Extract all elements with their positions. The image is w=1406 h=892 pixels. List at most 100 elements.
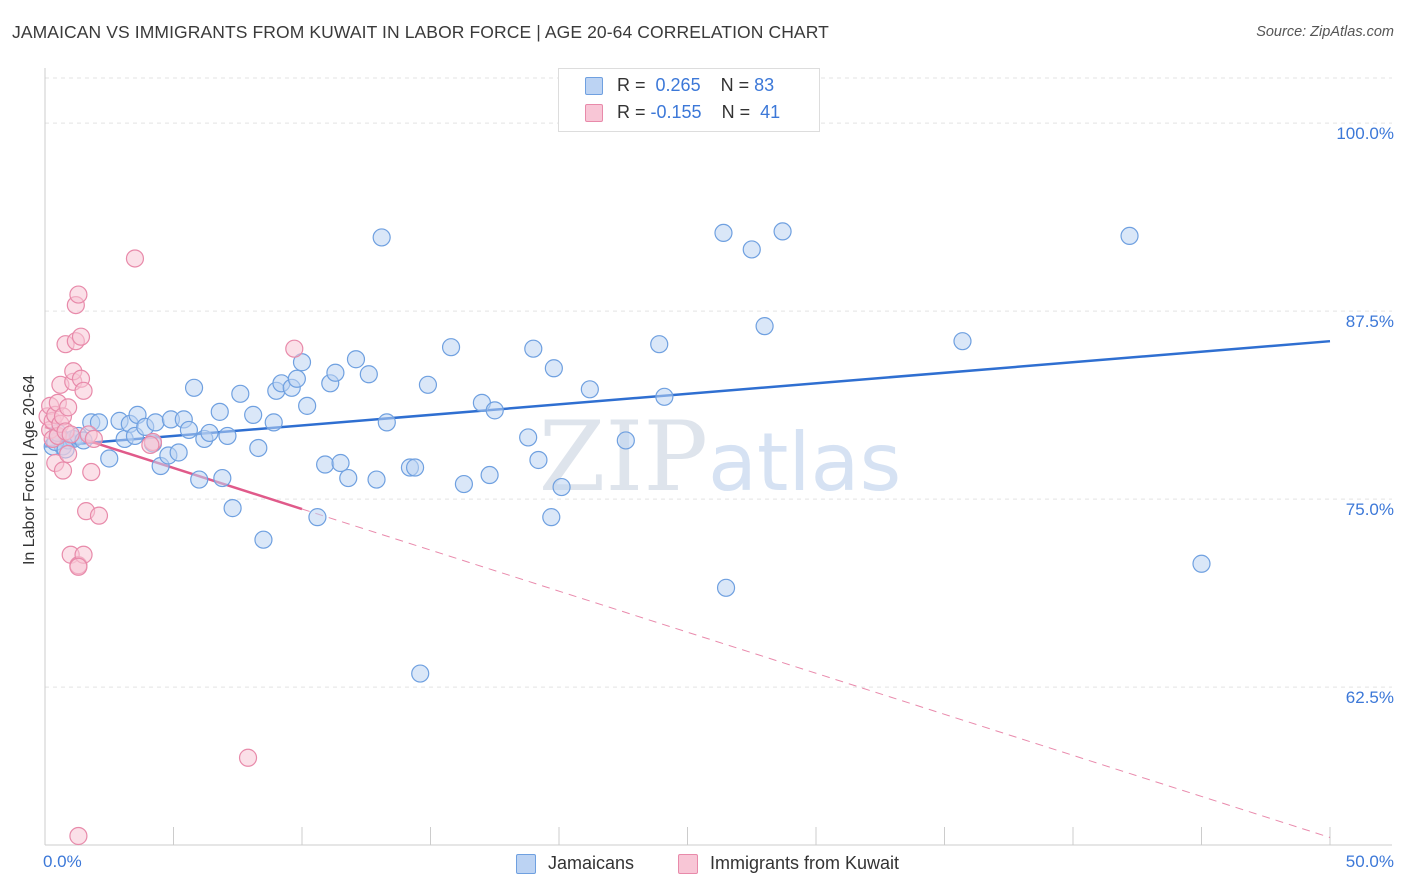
watermark: ZIPatlas — [539, 401, 902, 513]
point-jamaicans — [316, 455, 335, 474]
point-jamaicans — [367, 470, 386, 489]
legend-swatch-jamaicans — [516, 854, 536, 874]
point-kuwait — [59, 444, 78, 464]
point-jamaicans — [326, 363, 345, 382]
watermark-zip: ZIP — [539, 401, 708, 513]
point-jamaicans — [377, 413, 396, 432]
point-jamaicans — [454, 474, 474, 494]
point-jamaicans — [169, 443, 188, 462]
point-jamaicans — [714, 223, 733, 243]
point-kuwait — [53, 461, 73, 480]
correlation-legend: R = 0.265 N = 83 R = -0.155 N = 41 — [558, 68, 820, 132]
point-jamaicans — [411, 664, 430, 683]
r-label: R = — [617, 102, 646, 122]
axes — [44, 68, 1392, 846]
point-jamaicans — [292, 353, 312, 372]
point-jamaicans — [298, 396, 317, 415]
x-tick-label-min: 0.0% — [43, 852, 82, 871]
legend-swatch-jamaicans — [585, 77, 603, 95]
point-jamaicans — [755, 317, 774, 336]
point-jamaicans — [773, 222, 792, 241]
point-jamaicans — [184, 378, 204, 397]
point-jamaicans — [100, 449, 119, 468]
r-value-kuwait: -0.155 — [650, 102, 702, 122]
point-jamaicans — [519, 428, 538, 447]
point-jamaicans — [542, 508, 561, 527]
point-jamaicans — [308, 508, 327, 527]
point-jamaicans — [616, 431, 635, 450]
point-jamaicans — [580, 380, 599, 399]
chart-title: JAMAICAN VS IMMIGRANTS FROM KUWAIT IN LA… — [12, 22, 829, 42]
point-jamaicans — [655, 387, 674, 406]
legend-label-jamaicans: Jamaicans — [548, 853, 635, 873]
point-jamaicans — [213, 468, 232, 488]
point-jamaicans — [231, 384, 250, 403]
point-jamaicans — [552, 477, 571, 497]
y-tick-label: 100.0% — [1336, 124, 1394, 144]
point-jamaicans — [418, 375, 438, 394]
legend-swatch-kuwait — [585, 104, 603, 122]
series-legend: Jamaicans Immigrants from Kuwait — [0, 852, 1406, 876]
point-jamaicans — [218, 426, 237, 446]
watermark-atlas: atlas — [708, 416, 901, 509]
point-jamaicans — [524, 339, 543, 358]
point-jamaicans — [485, 401, 504, 420]
point-jamaicans — [254, 530, 273, 549]
x-tick-label-max: 50.0% — [1345, 852, 1394, 871]
point-kuwait — [71, 327, 91, 346]
point-jamaicans — [331, 453, 350, 473]
legend-label-kuwait: Immigrants from Kuwait — [710, 853, 900, 873]
point-jamaicans — [339, 468, 358, 488]
trend-line-dashed — [301, 508, 1331, 838]
point-kuwait — [84, 429, 103, 449]
point-jamaicans — [179, 420, 199, 440]
point-jamaicans — [441, 338, 461, 357]
point-jamaicans — [1192, 554, 1211, 573]
n-label: N = — [721, 102, 751, 122]
point-jamaicans — [372, 228, 391, 247]
point-kuwait — [89, 506, 109, 525]
n-value-kuwait: 41 — [760, 102, 781, 122]
n-label: N = — [720, 75, 750, 95]
point-jamaicans — [953, 332, 972, 351]
trend-line — [44, 339, 1331, 448]
point-jamaicans — [480, 465, 499, 485]
point-jamaicans — [716, 578, 736, 597]
point-jamaicans — [1120, 226, 1139, 246]
r-value-jamaicans: 0.265 — [655, 75, 701, 95]
point-jamaicans — [210, 402, 229, 421]
r-label: R = — [617, 75, 646, 95]
point-jamaicans — [190, 470, 209, 489]
point-jamaicans — [146, 413, 165, 432]
point-kuwait — [59, 398, 78, 417]
point-jamaicans — [529, 450, 548, 470]
n-value-jamaicans: 83 — [754, 75, 775, 95]
y-tick-label: 75.0% — [1345, 500, 1394, 520]
point-kuwait — [141, 435, 160, 455]
point-jamaicans — [244, 405, 263, 424]
point-jamaicans — [89, 413, 109, 432]
gridlines — [45, 77, 1392, 688]
point-kuwait — [74, 381, 93, 400]
point-jamaicans — [359, 365, 378, 384]
data-points — [38, 222, 1211, 846]
point-jamaicans — [223, 499, 242, 518]
point-jamaicans — [346, 350, 366, 369]
y-tick-label: 87.5% — [1345, 312, 1394, 332]
source-label: Source: ZipAtlas.com — [1256, 24, 1394, 40]
point-jamaicans — [264, 413, 283, 432]
point-kuwait — [69, 557, 88, 576]
point-jamaicans — [249, 438, 268, 458]
point-jamaicans — [200, 423, 219, 443]
point-jamaicans — [287, 369, 306, 388]
point-kuwait — [125, 249, 145, 268]
point-jamaicans — [544, 359, 563, 378]
point-kuwait — [82, 462, 101, 482]
point-jamaicans — [405, 458, 425, 477]
point-kuwait — [69, 285, 88, 304]
point-kuwait — [238, 748, 258, 767]
y-tick-label: 62.5% — [1345, 688, 1394, 708]
point-kuwait — [69, 826, 88, 846]
legend-swatch-kuwait — [678, 854, 698, 874]
